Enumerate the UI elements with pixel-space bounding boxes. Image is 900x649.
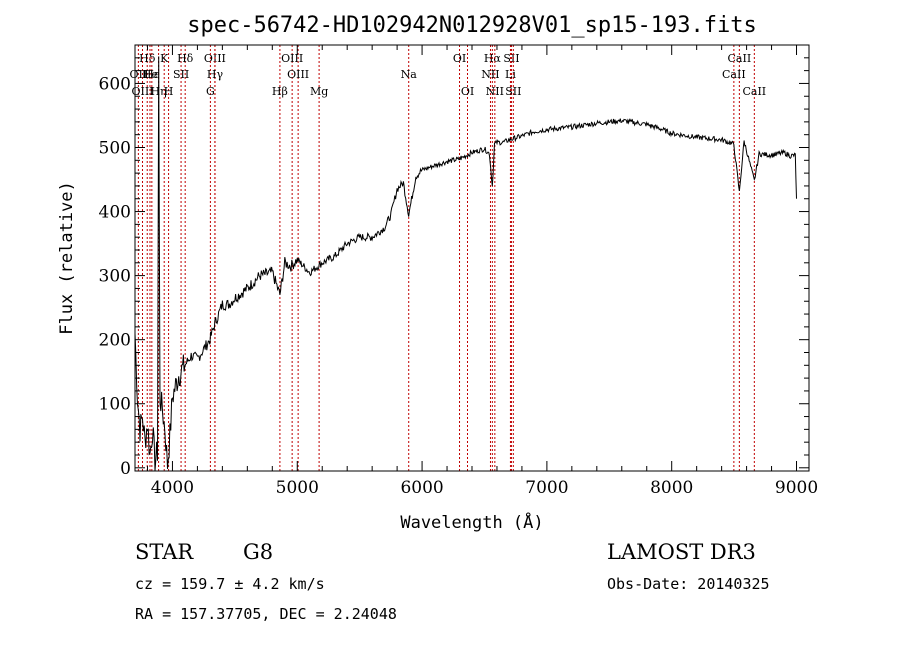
- x-tick-label: 5000: [276, 478, 319, 498]
- line-marker-label: CaII: [722, 68, 746, 81]
- line-marker-label: OIII: [287, 68, 309, 81]
- line-marker-label: Li: [505, 68, 516, 81]
- line-marker-label: Hβ: [272, 85, 288, 98]
- y-tick-label: 200: [99, 331, 131, 351]
- x-tick-label: 6000: [400, 478, 443, 498]
- line-marker-label: He: [142, 68, 158, 81]
- line-marker-label: Hα: [484, 52, 502, 65]
- class-label: STAR: [135, 540, 194, 564]
- line-marker-label: SII: [173, 68, 189, 81]
- line-marker-label: OI: [461, 85, 474, 98]
- line-marker-label: OIII: [131, 85, 153, 98]
- x-axis-label: Wavelength (Å): [400, 511, 543, 533]
- line-marker-label: OIII: [281, 52, 303, 65]
- line-marker-label: Hδ: [139, 52, 156, 65]
- obs-date-text: Obs-Date: 20140325: [607, 575, 770, 593]
- line-marker-label: NII: [486, 85, 504, 98]
- line-marker-label: SII: [503, 52, 519, 65]
- y-axis-label: Flux (relative): [57, 181, 77, 335]
- spectrum-line: [134, 56, 797, 472]
- line-marker-label: OI: [453, 52, 466, 65]
- y-tick-label: 300: [99, 267, 131, 287]
- line-marker-label: SII: [505, 85, 521, 98]
- line-marker-label: Mg: [310, 85, 328, 98]
- y-tick-label: 0: [120, 459, 131, 479]
- x-tick-label: 9000: [775, 478, 818, 498]
- line-marker-label: Hε: [144, 68, 160, 81]
- line-marker-label: Na: [401, 68, 418, 81]
- y-tick-label: 400: [99, 203, 131, 223]
- coordinates-text: RA = 157.37705, DEC = 2.24048: [135, 605, 397, 623]
- line-marker-label: NII: [481, 68, 499, 81]
- line-marker-label: G: [206, 85, 215, 98]
- y-tick-label: 600: [99, 74, 131, 94]
- series-layer: [134, 56, 797, 472]
- subclass-label: G8: [243, 540, 274, 564]
- chart-title: spec-56742-HD102942N012928V01_sp15-193.f…: [187, 13, 757, 38]
- x-axis: 4000 5000 6000 7000 8000 9000: [146, 45, 818, 498]
- x-tick-label: 8000: [650, 478, 693, 498]
- y-tick-label: 500: [99, 138, 131, 158]
- line-marker-label: CaII: [742, 85, 766, 98]
- line-marker-label: Hγ: [207, 68, 224, 81]
- line-marker-label: K: [160, 52, 169, 65]
- redshift-text: cz = 159.7 ± 4.2 km/s: [135, 575, 325, 593]
- x-tick-label: 4000: [151, 478, 194, 498]
- line-marker-label: CaII: [728, 52, 752, 65]
- plot-frame: [134, 44, 810, 472]
- survey-label: LAMOST DR3: [607, 540, 756, 564]
- line-marker-label: Hδ: [177, 52, 194, 65]
- y-axis: 0 100 200 300 400 500 600: [99, 57, 809, 479]
- line-marker-label: H: [164, 85, 174, 98]
- x-tick-label: 7000: [525, 478, 568, 498]
- y-tick-label: 100: [99, 395, 131, 415]
